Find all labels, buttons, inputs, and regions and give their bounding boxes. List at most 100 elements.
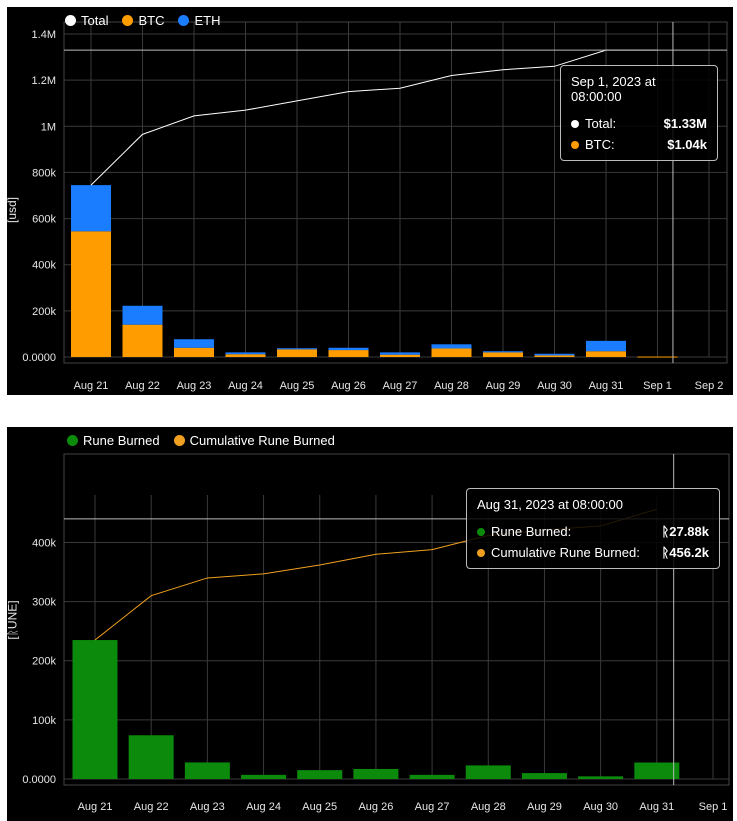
- x-tick-label: Aug 22: [134, 801, 169, 813]
- y-tick-label: 200k: [32, 306, 56, 318]
- y-tick-label: 100k: [32, 715, 56, 727]
- rune-burned-chart-svg: 0.0000 100k 200k 300k 400k Aug 21 Aug 22 Aug 23…: [22, 453, 730, 813]
- bar-btc: [431, 348, 472, 357]
- bar-btc: [380, 354, 420, 357]
- tooltip-date: Aug 31, 2023 at 08:00:00: [477, 497, 624, 512]
- bar-btc: [483, 352, 523, 357]
- x-tick-label: Aug 24: [228, 380, 263, 392]
- x-tick-label: Aug 29: [527, 801, 562, 813]
- x-tick-label: Aug 27: [383, 380, 418, 392]
- legend-dot-rune-burned: [67, 435, 78, 446]
- bar-rune-burned: [409, 774, 455, 779]
- bar-rune-burned: [184, 762, 230, 779]
- legend-item-rune-burned[interactable]: Rune Burned: [67, 433, 160, 448]
- bar-eth: [225, 352, 266, 355]
- x-tick-label: Aug 31: [589, 380, 624, 392]
- tooltip-dot-total: [571, 119, 579, 128]
- revenue-chart-legend: Total BTC ETH: [65, 13, 220, 28]
- tooltip-label-btc: BTC:: [585, 137, 615, 152]
- x-tick-label: Aug 21: [74, 380, 109, 392]
- bar-rune-burned: [297, 770, 343, 779]
- x-tick-label: Aug 22: [125, 380, 160, 392]
- revenue-chart-svg: 0.0000 200k 400k 600k 800k 1M 1.2M 1.4M Aug 21 Au…: [22, 21, 728, 392]
- legend-dot-cumulative-rune-burned: [173, 435, 185, 446]
- x-tick-label: Aug 23: [177, 380, 212, 392]
- tooltip-value-rune-burned: ᚱ27.88k: [661, 524, 709, 539]
- bar-eth: [71, 185, 111, 232]
- rune-chart-legend: Rune Burned Cumulative Rune Burned: [67, 433, 335, 448]
- bar-rune-burned: [634, 762, 680, 779]
- legend-item-btc[interactable]: BTC: [122, 13, 164, 28]
- tooltip-date: Sep 1, 2023 at 08:00:00: [571, 74, 656, 104]
- bar-rune-burned: [353, 768, 399, 779]
- legend-dot-total: [65, 15, 76, 26]
- y-axis-label: [usd]: [5, 196, 20, 224]
- tooltip-label-cumulative: Cumulative Rune Burned:: [491, 545, 640, 560]
- bar-eth: [483, 351, 523, 353]
- tooltip-dot-btc: [571, 140, 579, 149]
- x-tick-label: Aug 29: [486, 380, 521, 392]
- bar-rune-burned: [578, 776, 624, 779]
- plot-frame: [63, 21, 728, 364]
- x-tick-label: Aug 31: [639, 801, 674, 813]
- chart-tooltip: Aug 31, 2023 at 08:00:00 Rune Burned: ᚱ2…: [466, 488, 720, 569]
- bar-rune-burned: [465, 765, 511, 779]
- tooltip-value-total: $1.33M: [663, 116, 707, 131]
- bar-btc: [122, 324, 163, 357]
- x-tick-label: Sep 2: [695, 380, 724, 392]
- x-tick-label: Sep 1: [643, 380, 672, 392]
- revenue-chart-panel: 0.0000 200k 400k 600k 800k 1M 1.2M 1.4M Aug 21 Au…: [5, 7, 733, 395]
- x-tick-label: Aug 24: [246, 801, 281, 813]
- bar-eth: [122, 305, 163, 325]
- legend-dot-eth: [178, 15, 190, 26]
- bar-eth: [380, 352, 420, 355]
- x-tick-label: Sep 1: [699, 801, 728, 813]
- bar-rune-burned: [241, 774, 287, 779]
- tooltip-row-btc: BTC: $1.04k: [571, 137, 707, 152]
- bar-btc: [174, 347, 214, 357]
- y-tick-label: 300k: [32, 597, 56, 609]
- bar-rune-burned: [72, 640, 118, 779]
- bar-rune-burned: [521, 773, 567, 779]
- tooltip-dot-cumulative: [477, 548, 485, 557]
- y-tick-label: 1M: [41, 121, 56, 133]
- y-tick-label: 600k: [32, 214, 56, 226]
- bar-rune-burned: [128, 735, 174, 779]
- legend-label-btc: BTC: [138, 13, 165, 28]
- legend-dot-btc: [122, 15, 134, 26]
- tooltip-label-total: Total:: [585, 116, 617, 131]
- y-tick-label: 1.4M: [32, 29, 56, 41]
- bar-btc: [71, 231, 111, 357]
- x-tick-label: Aug 27: [415, 801, 450, 813]
- bar-eth: [586, 340, 626, 352]
- x-tick-label: Aug 28: [471, 801, 506, 813]
- chart-tooltip: Sep 1, 2023 at 08:00:00 Total: $1.33M BT…: [560, 65, 718, 161]
- bar-eth: [534, 353, 575, 356]
- y-tick-label: 400k: [32, 260, 56, 272]
- tooltip-label-rune-burned: Rune Burned:: [491, 524, 572, 539]
- y-tick-label: 0.0000: [22, 352, 56, 364]
- legend-item-eth[interactable]: ETH: [178, 13, 220, 28]
- y-tick-label: 200k: [32, 656, 56, 668]
- legend-label-rune-burned: Rune Burned: [83, 433, 160, 448]
- legend-label-eth: ETH: [194, 13, 221, 28]
- legend-item-total[interactable]: Total: [65, 13, 108, 28]
- y-axis-label: [ᚱUNE]: [5, 600, 20, 640]
- y-tick-label: 1.2M: [32, 75, 56, 87]
- plot-frame: [63, 453, 730, 786]
- y-tick-label: 0.0000: [22, 774, 56, 786]
- x-tick-label: Aug 26: [358, 801, 393, 813]
- bar-btc: [586, 351, 626, 357]
- x-tick-label: Aug 23: [190, 801, 225, 813]
- legend-label-cumulative-rune-burned: Cumulative Rune Burned: [189, 433, 335, 448]
- tooltip-value-cumulative: ᚱ456.2k: [661, 545, 709, 560]
- line-total: [90, 49, 658, 186]
- tooltip-value-btc: $1.04k: [667, 137, 707, 152]
- x-tick-label: Aug 25: [280, 380, 315, 392]
- bar-eth: [277, 348, 317, 350]
- x-tick-label: Aug 21: [78, 801, 113, 813]
- tooltip-row-cumulative: Cumulative Rune Burned: ᚱ456.2k: [477, 545, 709, 560]
- legend-item-cumulative-rune-burned[interactable]: Cumulative Rune Burned: [173, 433, 335, 448]
- x-tick-label: Aug 30: [583, 801, 618, 813]
- y-tick-label: 400k: [32, 537, 56, 549]
